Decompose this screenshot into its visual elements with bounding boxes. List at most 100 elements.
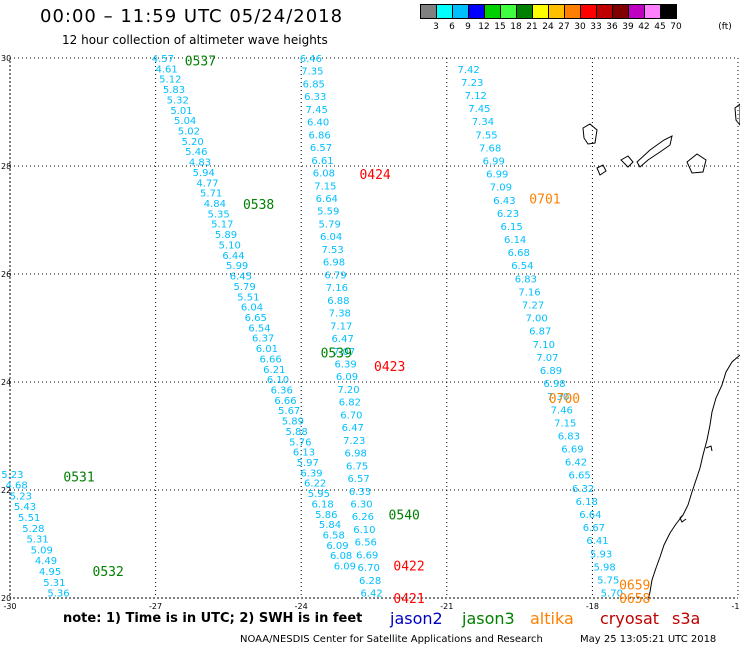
pass-label: 0659 xyxy=(619,579,650,594)
wave-height-value: 4.49 xyxy=(35,556,57,567)
wave-height-value: 5.35 xyxy=(207,209,229,220)
wave-height-value: 6.04 xyxy=(320,232,342,243)
legend-label: 45 xyxy=(654,22,666,32)
wave-height-value: 5.76 xyxy=(289,437,311,448)
wave-height-value: 5.95 xyxy=(308,489,330,500)
credit-line: NOAA/NESDIS Center for Satellite Applica… xyxy=(240,634,543,645)
wave-height-value: 6.13 xyxy=(293,448,315,459)
wave-height-value: 6.67 xyxy=(583,523,605,534)
wave-height-value: 5.04 xyxy=(174,116,196,127)
wave-height-value: 6.85 xyxy=(303,79,325,90)
wave-height-value: 7.46 xyxy=(551,405,573,416)
x-tick-label: -27 xyxy=(149,602,162,611)
wave-height-value: 6.39 xyxy=(334,359,356,370)
wave-height-value: 5.94 xyxy=(193,168,215,179)
wave-height-value: 7.55 xyxy=(475,130,497,141)
wave-height-value: 7.27 xyxy=(522,301,544,312)
wave-height-value: 6.70 xyxy=(358,563,380,574)
legend-label: 12 xyxy=(478,22,490,32)
pass-label: 0538 xyxy=(243,198,274,213)
wave-height-value: 7.42 xyxy=(458,65,480,76)
wave-height-value: 6.87 xyxy=(529,327,551,338)
wave-height-value: 6.57 xyxy=(310,143,332,154)
wave-height-value: 6.69 xyxy=(356,550,378,561)
pass-label: 0422 xyxy=(393,560,424,575)
wave-height-value: 4.83 xyxy=(189,158,211,169)
wave-height-value: 7.07 xyxy=(536,353,558,364)
wave-height-value: 7.16 xyxy=(326,283,348,294)
wave-height-value: 6.47 xyxy=(332,334,354,345)
y-tick-label: 22 xyxy=(1,486,11,495)
wave-height-value: 5.93 xyxy=(590,549,612,560)
island-gran-canaria xyxy=(686,153,707,174)
legend-labels: (ft) 3 6 9 12 15 18 21 24 27 30 33 36 39 42 45 70 xyxy=(420,22,740,34)
wave-height-value: 4.84 xyxy=(204,199,226,210)
wave-height-value: 5.32 xyxy=(167,95,189,106)
legend-label: 70 xyxy=(670,22,682,32)
wave-height-value: 7.16 xyxy=(518,287,540,298)
wave-height-value: 6.26 xyxy=(352,512,374,523)
wave-height-value: 5.31 xyxy=(26,535,48,546)
wave-height-value: 6.99 xyxy=(483,156,505,167)
wave-height-value: 6.30 xyxy=(350,500,372,511)
wave-height-value: 5.79 xyxy=(233,282,255,293)
wave-height-value: 6.69 xyxy=(561,445,583,456)
wave-height-value: 6.14 xyxy=(504,235,526,246)
wave-height-value: 7.00 xyxy=(526,314,548,325)
altimeter-tracks: 4.574.615.125.835.325.015.045.025.205.46… xyxy=(1,54,623,600)
wave-height-value: 5.01 xyxy=(170,106,192,117)
wave-height-value: 5.89 xyxy=(215,230,237,241)
wave-height-value: 5.09 xyxy=(31,545,53,556)
wave-height-value: 5.84 xyxy=(319,520,341,531)
wave-height-value: 4.77 xyxy=(196,178,218,189)
y-tick-label: 20 xyxy=(1,594,11,603)
wave-height-value: 6.65 xyxy=(568,471,590,482)
wave-height-value: 4.68 xyxy=(5,481,27,492)
satellite-altika: altika xyxy=(530,609,574,628)
wave-height-value: 5.89 xyxy=(282,417,304,428)
wave-height-value: 5.79 xyxy=(319,219,341,230)
island-fuerteventura xyxy=(734,103,740,126)
wave-height-value: 5.86 xyxy=(315,510,337,521)
wave-height-value: 6.54 xyxy=(511,261,533,272)
map-frame xyxy=(9,57,739,599)
wave-height-value: 6.09 xyxy=(336,372,358,383)
wave-height-value: 6.32 xyxy=(572,484,594,495)
y-tick-label: 24 xyxy=(1,378,11,387)
map-title: 00:00 – 11:59 UTC 05/24/2018 xyxy=(40,6,344,27)
x-tick-label: -15 xyxy=(731,602,740,611)
wave-height-value: 6.57 xyxy=(347,474,369,485)
pass-label: 0701 xyxy=(529,192,560,207)
wave-height-value: 6.75 xyxy=(346,461,368,472)
legend-label: 39 xyxy=(622,22,634,32)
wave-height-value: 6.08 xyxy=(330,551,352,562)
wave-height-value: 7.30 xyxy=(547,392,569,403)
wave-height-value: 6.43 xyxy=(493,196,515,207)
pass-label: 0537 xyxy=(185,55,216,70)
wave-height-value: 6.98 xyxy=(345,449,367,460)
wave-height-value: 5.88 xyxy=(285,427,307,438)
wave-height-value: 6.08 xyxy=(313,169,335,180)
legend-label: 3 xyxy=(433,22,439,32)
wave-height-value: 6.98 xyxy=(543,379,565,390)
wave-height-value: 6.46 xyxy=(300,54,322,65)
wave-height-value: 6.09 xyxy=(326,541,348,552)
wave-height-value: 7.10 xyxy=(533,340,555,351)
wave-height-value: 5.98 xyxy=(594,562,616,573)
cap-blanc xyxy=(679,514,687,523)
wave-height-value: 6.42 xyxy=(565,458,587,469)
wave-height-value: 7.15 xyxy=(314,181,336,192)
wave-height-value: 5.43 xyxy=(14,502,36,513)
lat-lon-grid xyxy=(9,57,739,599)
legend-label: 21 xyxy=(526,22,538,32)
pass-label: 0532 xyxy=(93,565,124,580)
island-el-hierro xyxy=(596,164,607,176)
pass-label: 0700 xyxy=(549,392,580,407)
legend-swatches xyxy=(420,4,677,19)
wave-height-value: 6.66 xyxy=(274,396,296,407)
wave-height-value: 5.10 xyxy=(219,240,241,251)
wave-height-value: 6.98 xyxy=(323,258,345,269)
wave-height-value: 6.01 xyxy=(256,344,278,355)
wave-height-value: 7.12 xyxy=(465,91,487,102)
satellite-cryosat: cryosat xyxy=(600,609,660,628)
